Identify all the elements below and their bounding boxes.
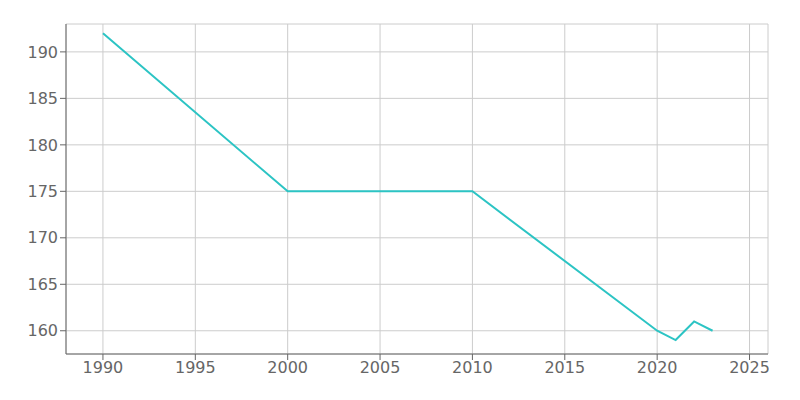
svg-text:1990: 1990 (83, 358, 124, 377)
svg-text:190: 190 (27, 43, 58, 62)
svg-text:170: 170 (27, 228, 58, 247)
svg-text:175: 175 (27, 182, 58, 201)
svg-text:185: 185 (27, 89, 58, 108)
svg-text:2020: 2020 (637, 358, 678, 377)
svg-text:165: 165 (27, 275, 58, 294)
svg-text:180: 180 (27, 136, 58, 155)
svg-text:2025: 2025 (729, 358, 770, 377)
svg-text:2000: 2000 (267, 358, 308, 377)
svg-text:2010: 2010 (452, 358, 493, 377)
svg-text:2015: 2015 (544, 358, 585, 377)
svg-text:1995: 1995 (175, 358, 216, 377)
svg-text:2005: 2005 (360, 358, 401, 377)
svg-text:160: 160 (27, 321, 58, 340)
